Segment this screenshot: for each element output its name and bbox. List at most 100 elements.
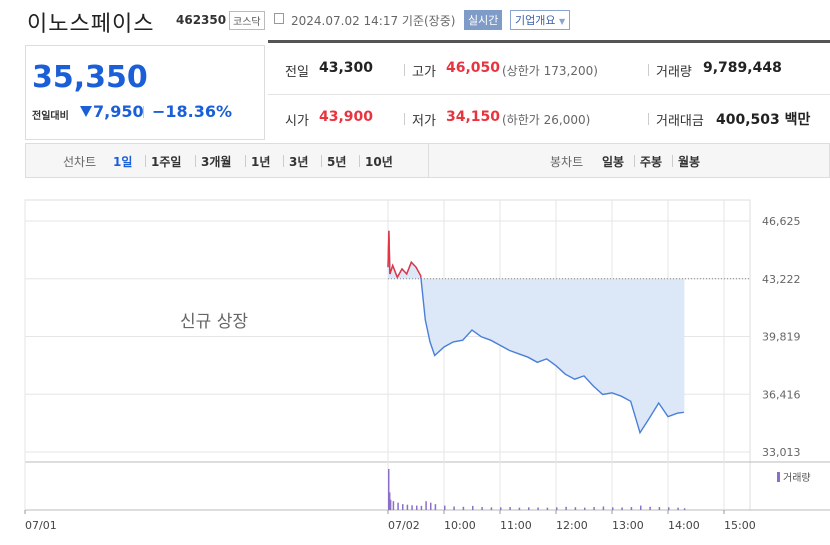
row-divider <box>268 94 830 95</box>
volume-bar <box>392 501 395 510</box>
volume-bar <box>402 504 404 510</box>
period-tab[interactable]: 1주일 <box>151 155 182 169</box>
stat-separator <box>648 113 649 125</box>
header-rule <box>268 40 830 43</box>
x-tick-label: 07/02 <box>388 519 420 532</box>
current-price: 35,350 <box>32 60 148 95</box>
stat-separator <box>404 113 405 125</box>
volume-bar <box>528 507 530 510</box>
y-tick-label: 46,625 <box>762 215 801 228</box>
x-tick-label: 13:00 <box>612 519 644 532</box>
volume-bar <box>388 468 390 510</box>
volume-bar <box>430 502 432 510</box>
stat-value: 46,050 <box>446 60 501 76</box>
stat-note: (하한가 26,000) <box>502 113 591 127</box>
stat-note: (상한가 173,200) <box>502 64 598 78</box>
tab-separator <box>428 143 429 178</box>
volume-bar <box>444 505 446 510</box>
volume-bar <box>640 505 642 510</box>
tab-separator <box>321 155 322 167</box>
stat-separator <box>648 64 649 76</box>
stat-label: 고가 <box>412 65 436 80</box>
company-info-dropdown[interactable]: 기업개요 ▼ <box>510 10 571 30</box>
stat-label: 저가 <box>412 114 436 129</box>
stat-value: 43,300 <box>319 60 374 76</box>
tab-separator <box>145 155 146 167</box>
stock-name: 이노스페이스 <box>27 12 155 37</box>
volume-bar <box>509 507 511 510</box>
stat-value: 43,900 <box>319 109 374 125</box>
volume-bar <box>612 507 614 510</box>
y-tick-label: 39,819 <box>762 331 801 344</box>
stat-value: 34,150 <box>446 109 501 125</box>
period-tab[interactable]: 3년 <box>289 155 309 169</box>
period-tab[interactable]: 5년 <box>327 155 347 169</box>
x-tick-label: 15:00 <box>724 519 756 532</box>
candle-tab[interactable]: 일봉 <box>602 155 625 169</box>
volume-bar <box>389 499 392 510</box>
stat-label: 거래대금 <box>656 114 704 129</box>
legend-swatch <box>777 472 780 482</box>
tab-separator <box>672 155 673 167</box>
period-tab[interactable]: 3개월 <box>201 155 232 169</box>
volume-bar <box>537 507 539 510</box>
period-tab[interactable]: 1년 <box>251 155 271 169</box>
volume-bar <box>434 504 437 510</box>
volume-bar <box>574 507 577 510</box>
down-arrow <box>80 106 92 117</box>
volume-bar <box>649 506 651 510</box>
volume-bar <box>416 505 418 510</box>
volume-bar <box>388 492 391 510</box>
volume-bar <box>565 506 567 510</box>
tab-bar <box>25 143 830 178</box>
volume-bar <box>546 507 549 510</box>
stat-label: 전일 <box>285 65 309 80</box>
x-tick-label: 12:00 <box>556 519 588 532</box>
timestamp: 2024.07.02 14:17 기준(장중) <box>291 14 456 28</box>
realtime-button[interactable]: 실시간 <box>464 10 503 30</box>
volume-bar <box>518 507 521 510</box>
tab-separator <box>359 155 360 167</box>
volume-bar <box>472 505 474 510</box>
candle-tab[interactable]: 주봉 <box>640 155 663 169</box>
stock-code: 462350 <box>176 13 227 27</box>
area <box>388 230 684 433</box>
market-badge: 코스닥 <box>229 11 265 30</box>
annotation: 신규 상장 <box>180 312 248 332</box>
tab-group-label: 선차트 <box>63 155 97 169</box>
x-tick-label: 14:00 <box>668 519 700 532</box>
dropdown-arrow: ▼ <box>558 17 566 26</box>
stat-label: 시가 <box>285 114 309 129</box>
volume-bar <box>668 507 670 510</box>
tab-separator <box>283 155 284 167</box>
x-tick-label: 07/01 <box>25 519 57 532</box>
candle-tab[interactable]: 월봉 <box>678 155 701 169</box>
tab-separator <box>195 155 196 167</box>
price-box <box>25 45 265 140</box>
period-tab[interactable]: 1일 <box>113 155 133 169</box>
calendar-icon <box>274 13 284 24</box>
change-label: 전일대비 <box>32 111 69 122</box>
volume-bar <box>490 507 493 510</box>
volume-bar <box>420 505 423 510</box>
volume-bar <box>411 505 413 510</box>
y-tick-label: 33,013 <box>762 446 801 459</box>
separator <box>143 106 144 118</box>
change-value: 7,950 <box>93 102 144 121</box>
volume-bar <box>677 507 679 510</box>
stat-value: 400,503 백만 <box>716 112 811 128</box>
volume-bar <box>556 507 558 510</box>
period-tab[interactable]: 10년 <box>365 155 393 169</box>
dropdown-label: 기업개요 <box>515 14 556 27</box>
stat-separator <box>404 64 405 76</box>
change-percent: −18.36% <box>152 102 233 121</box>
volume-bar <box>397 502 399 510</box>
volume-bar <box>406 504 409 510</box>
tab-separator <box>245 155 246 167</box>
y-tick-label: 43,222 <box>762 273 801 286</box>
tab-separator <box>634 155 635 167</box>
price-line-up <box>387 230 422 278</box>
volume-bar <box>658 507 661 510</box>
